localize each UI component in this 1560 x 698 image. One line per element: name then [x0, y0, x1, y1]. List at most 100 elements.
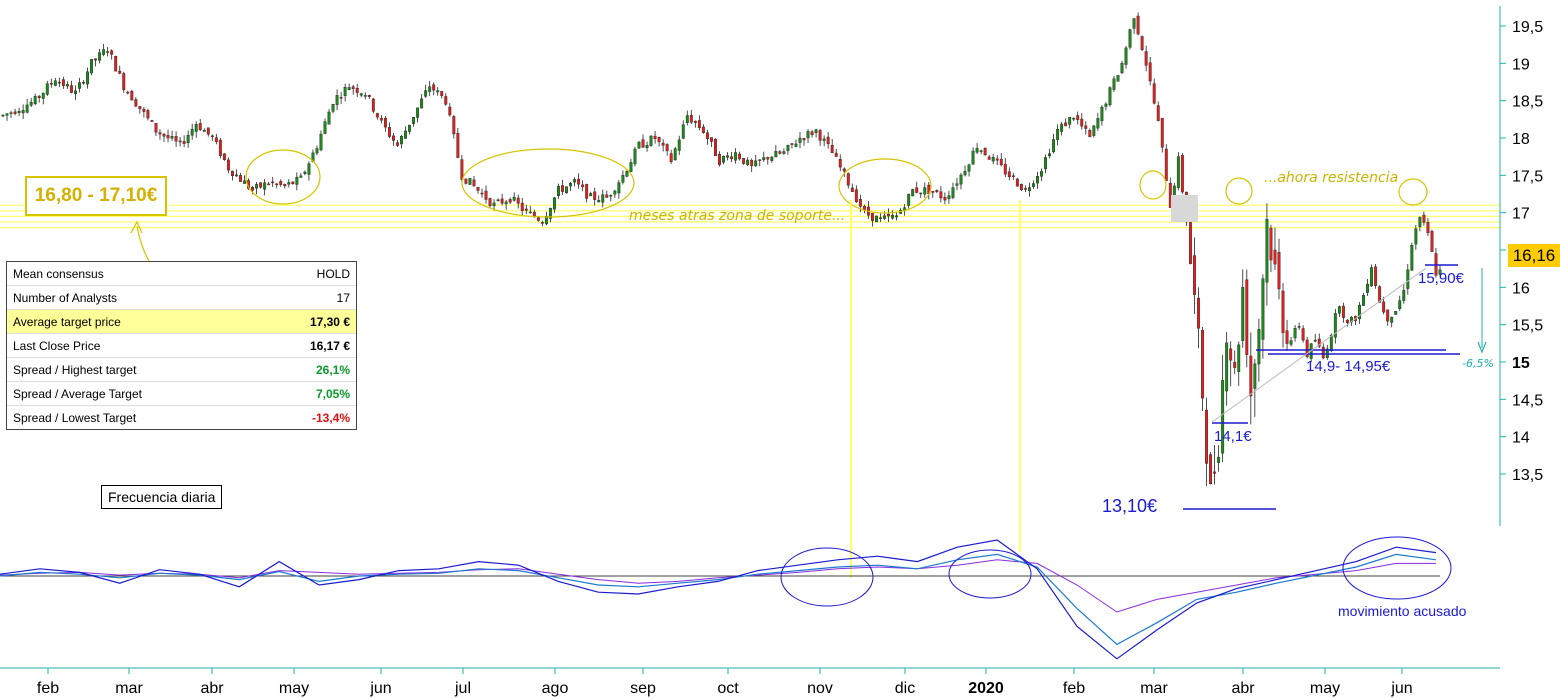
candle	[589, 191, 593, 197]
consensus-row: Mean consensus HOLD	[7, 262, 356, 286]
candle	[214, 133, 218, 145]
candle	[1305, 336, 1309, 359]
candle	[17, 107, 21, 116]
consensus-value: 16,17 €	[309, 338, 350, 353]
movement-label: movimiento acusado	[1338, 603, 1467, 619]
x-tick-label: ago	[542, 680, 569, 697]
candle	[90, 59, 94, 76]
candle	[1241, 269, 1245, 348]
candle	[1426, 218, 1430, 237]
candle-body	[74, 90, 77, 95]
candle	[983, 147, 987, 156]
candle-body	[25, 104, 29, 113]
candle	[544, 211, 548, 226]
support-annotation: meses atras zona de soporte...	[629, 208, 845, 224]
candle	[53, 77, 57, 87]
candle	[1088, 128, 1092, 138]
consensus-row: Spread / Lowest Target -13,4%	[7, 406, 356, 429]
candle	[818, 128, 822, 146]
candle-body	[214, 137, 218, 143]
candle-body	[544, 216, 548, 225]
candle-body	[174, 136, 178, 142]
candle-body	[1176, 156, 1180, 188]
candle	[379, 115, 383, 124]
candle	[178, 136, 182, 147]
candle	[1358, 302, 1361, 324]
candle-body	[1293, 328, 1297, 339]
consensus-label: Spread / Lowest Target	[13, 410, 137, 425]
candle-body	[818, 130, 822, 141]
candle-body	[919, 192, 923, 195]
candle-body	[1132, 18, 1136, 29]
candle-body	[557, 185, 560, 197]
candle	[1015, 177, 1019, 187]
candle-body	[1329, 335, 1333, 351]
candle-body	[190, 128, 194, 136]
candle	[375, 112, 379, 120]
candle	[1124, 46, 1128, 69]
curved-arrow-head	[130, 220, 143, 234]
candle	[573, 177, 577, 187]
candle	[1040, 168, 1043, 182]
candle-body	[971, 150, 975, 165]
candle-body	[1152, 83, 1156, 104]
candle-body	[21, 110, 25, 114]
candle-body	[991, 157, 995, 162]
candle-body	[548, 208, 552, 219]
candle-body	[1261, 278, 1265, 340]
candle-body	[1003, 163, 1007, 175]
candle-body	[738, 153, 742, 160]
x-tick-label: feb	[1063, 680, 1085, 697]
candle	[1261, 274, 1265, 359]
x-tick-label: dic	[895, 680, 915, 697]
candle-body	[504, 201, 508, 205]
candle-body	[412, 117, 416, 124]
candle-body	[661, 142, 665, 146]
candle-body	[347, 87, 351, 91]
candle-body	[1269, 227, 1273, 261]
candle	[1152, 78, 1156, 105]
candle-body	[846, 173, 850, 186]
candle-body	[923, 187, 927, 195]
candle-body	[649, 135, 653, 146]
candle	[1382, 296, 1386, 315]
candle	[480, 188, 484, 198]
consensus-value: 7,05%	[315, 386, 350, 401]
candle	[78, 77, 81, 93]
candle	[955, 177, 959, 191]
candle	[1003, 157, 1007, 178]
candle-body	[287, 182, 291, 185]
candle	[975, 143, 979, 155]
candle	[235, 169, 238, 177]
candle-body	[1317, 338, 1321, 347]
candle-body	[1044, 157, 1047, 170]
candle-body	[561, 185, 564, 192]
candle	[528, 205, 532, 214]
candle-body	[963, 170, 967, 176]
candle	[689, 109, 693, 125]
consensus-row: Spread / Average Target 7,05%	[7, 382, 356, 406]
candle	[1269, 224, 1273, 273]
candle-body	[339, 96, 343, 99]
candle-body	[609, 194, 613, 197]
candle	[1116, 75, 1120, 82]
candle	[1317, 333, 1321, 349]
candle-body	[110, 50, 114, 55]
candle-body	[134, 99, 138, 107]
candle	[561, 179, 564, 195]
candle	[637, 140, 641, 150]
candle-body	[315, 148, 319, 154]
x-tick-label: mar	[1140, 680, 1168, 697]
candle	[355, 83, 359, 98]
candle	[826, 131, 830, 149]
candle-body	[363, 95, 367, 97]
candle-body	[1426, 222, 1430, 233]
candle-body	[621, 174, 625, 183]
candle	[1, 114, 5, 118]
candle	[673, 146, 677, 161]
candle-body	[625, 171, 629, 177]
candle	[436, 86, 440, 96]
candle-body	[480, 192, 484, 195]
consensus-value: HOLD	[316, 266, 350, 281]
candle-body	[1096, 118, 1100, 129]
